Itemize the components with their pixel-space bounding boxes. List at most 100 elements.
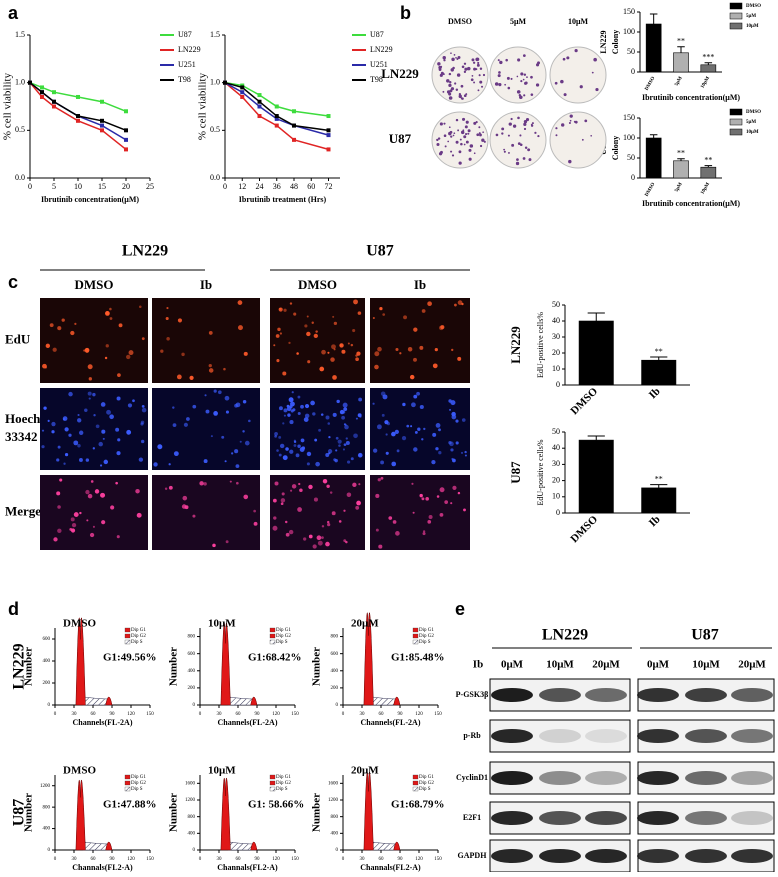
band bbox=[685, 771, 727, 785]
x-axis-label: Channals(FL2-A) bbox=[360, 863, 421, 872]
colony-dot bbox=[520, 72, 524, 76]
data-point bbox=[28, 80, 32, 85]
row-label: 33342 bbox=[5, 429, 38, 444]
panel-label: a bbox=[8, 3, 19, 23]
y-tick-label: 0.5 bbox=[15, 125, 25, 134]
cell bbox=[221, 435, 225, 439]
legend-swatch bbox=[124, 633, 131, 639]
x-tick-label: 150 bbox=[434, 712, 442, 717]
legend-label: U87 bbox=[370, 30, 384, 39]
colony-dot bbox=[498, 83, 502, 87]
significance: *** bbox=[702, 53, 714, 62]
cell bbox=[68, 391, 73, 397]
legend-label: Dip S bbox=[276, 787, 288, 792]
cell bbox=[385, 433, 388, 436]
colony-dot bbox=[519, 134, 522, 137]
cell bbox=[237, 325, 243, 331]
colony-dot bbox=[459, 138, 462, 141]
cell bbox=[440, 325, 445, 330]
cell bbox=[281, 492, 285, 496]
colony-dot bbox=[516, 75, 519, 78]
lane-label: 0μM bbox=[501, 659, 524, 671]
cell bbox=[425, 497, 429, 501]
data-point bbox=[292, 109, 296, 114]
phase-g2 bbox=[250, 696, 258, 706]
cell bbox=[419, 345, 424, 350]
blot-label: E2F1 bbox=[463, 813, 481, 822]
x-tick-label: 0 bbox=[54, 712, 57, 717]
y-tick-label: 1200 bbox=[185, 798, 196, 803]
y-axis-label: Number bbox=[168, 793, 180, 832]
cell bbox=[331, 511, 336, 516]
cell bbox=[288, 397, 294, 403]
x-tick-label: 90 bbox=[110, 712, 116, 717]
series-line bbox=[224, 82, 329, 136]
cell bbox=[45, 343, 50, 349]
x-tick-label: 60 bbox=[91, 857, 97, 862]
cell bbox=[394, 429, 399, 435]
cell bbox=[41, 445, 45, 449]
data-point bbox=[100, 118, 104, 123]
phase-g2 bbox=[250, 841, 258, 851]
colony-dot bbox=[463, 143, 466, 146]
colony-dot bbox=[590, 134, 593, 137]
colony-dot bbox=[568, 121, 571, 125]
cell bbox=[164, 487, 168, 490]
colony-dot bbox=[468, 157, 472, 161]
significance: ** bbox=[655, 474, 663, 483]
cell bbox=[319, 366, 325, 372]
cell bbox=[297, 507, 302, 512]
cell bbox=[303, 417, 309, 422]
legend-label: DMSO bbox=[746, 4, 761, 9]
cell bbox=[358, 483, 361, 486]
colony-dot bbox=[581, 138, 584, 141]
cell bbox=[315, 461, 320, 467]
bar bbox=[578, 439, 614, 514]
x-tick-label: 60 bbox=[307, 182, 315, 191]
cell bbox=[299, 447, 305, 453]
cell bbox=[192, 404, 197, 409]
x-tick-label: 150 bbox=[434, 857, 442, 862]
cell bbox=[89, 532, 95, 538]
cell bbox=[295, 453, 300, 458]
cell bbox=[306, 331, 311, 337]
data-point bbox=[100, 123, 104, 128]
cell bbox=[427, 520, 432, 524]
colony-dot bbox=[442, 56, 446, 60]
colony-dot bbox=[456, 57, 459, 60]
cell bbox=[450, 448, 454, 452]
x-axis-label: Ibrutinib concentration(μM) bbox=[642, 93, 740, 102]
cell bbox=[231, 452, 234, 455]
y-tick-label: 1600 bbox=[328, 781, 339, 786]
x-tick-label: Ib bbox=[647, 385, 663, 401]
cell bbox=[62, 416, 68, 421]
legend-swatch bbox=[729, 128, 743, 136]
band bbox=[539, 811, 581, 825]
x-tick-label: Ib bbox=[647, 513, 663, 529]
colony-dot bbox=[555, 134, 558, 137]
x-tick-label: 30 bbox=[72, 857, 78, 862]
x-tick-label: 120 bbox=[415, 712, 423, 717]
cell bbox=[283, 414, 286, 417]
error-bar bbox=[587, 435, 605, 441]
error-bar bbox=[677, 158, 685, 161]
colony-dot bbox=[494, 82, 499, 86]
cell bbox=[380, 460, 385, 465]
band bbox=[731, 729, 773, 743]
cell bbox=[402, 402, 406, 407]
legend-swatch bbox=[412, 774, 419, 780]
cell bbox=[85, 458, 90, 462]
y-tick-label: 800 bbox=[43, 805, 51, 810]
cell bbox=[380, 391, 386, 397]
y-tick-label: 600 bbox=[331, 652, 339, 657]
plate bbox=[489, 46, 547, 104]
blot-label: p-Rb bbox=[463, 731, 481, 740]
colony-dot bbox=[593, 57, 597, 62]
y-axis-label: % cell viability bbox=[197, 72, 209, 140]
cell bbox=[73, 512, 79, 518]
colony-dot bbox=[530, 123, 533, 126]
colony-dot bbox=[440, 65, 443, 68]
x-axis-label: Channals(FL2-A) bbox=[72, 863, 133, 872]
cell bbox=[322, 478, 328, 484]
cell bbox=[168, 485, 173, 490]
